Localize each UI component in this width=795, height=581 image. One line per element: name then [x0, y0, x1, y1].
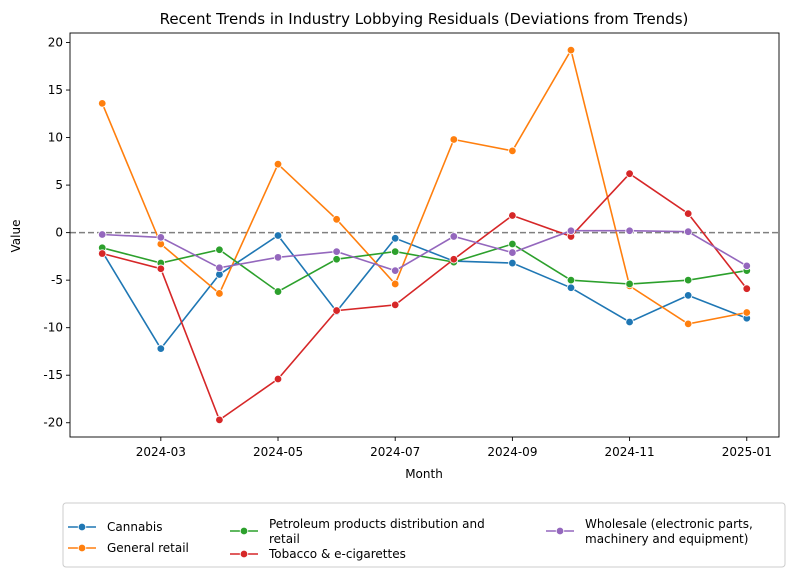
series-0 [98, 231, 751, 353]
y-axis-label: Value [9, 220, 23, 253]
legend-entry-1: General retail [68, 541, 189, 555]
series-line [101, 243, 747, 293]
x-tick-label: 2024-03 [136, 445, 186, 459]
data-point [391, 234, 400, 243]
y-tick-label: 5 [55, 178, 63, 192]
data-point [215, 245, 224, 254]
series-line [101, 172, 748, 422]
axes: -20 -15 -10 -5 0 5 10 15 20 2024-03 2024-05 2024-07… [43, 32, 780, 459]
legend-label: General retail [107, 541, 189, 555]
legend-entry-2: Petroleum products distribution and retai… [230, 517, 485, 546]
legend: Cannabis General retail Petroleum products… [62, 502, 786, 568]
plot-area [70, 45, 779, 425]
data-point [98, 99, 107, 108]
data-point [215, 263, 224, 272]
data-point [156, 233, 166, 242]
y-tick-label: 15 [48, 83, 63, 97]
data-point [332, 255, 341, 264]
data-point [449, 255, 458, 264]
data-point [98, 249, 107, 258]
chart-title: Recent Trends in Industry Lobbying Resid… [160, 10, 689, 28]
data-point [391, 279, 400, 289]
data-point [391, 266, 400, 275]
data-point [273, 287, 283, 296]
y-tick-label: 10 [48, 131, 63, 145]
legend-entry-3: Tobacco & e-cigarettes [230, 547, 406, 561]
data-point [332, 306, 341, 315]
data-point [508, 258, 517, 268]
data-point [742, 284, 751, 293]
x-tick-label: 2024-07 [370, 445, 420, 459]
y-tick-label: 20 [48, 36, 63, 50]
data-point [449, 232, 458, 241]
data-point [273, 159, 283, 169]
data-point [215, 289, 224, 298]
y-tick-label: -15 [43, 368, 63, 382]
series-line [102, 229, 748, 272]
data-point [508, 239, 517, 249]
legend-marker [77, 543, 87, 553]
data-point [683, 209, 693, 218]
data-point [742, 261, 751, 271]
data-point [215, 415, 224, 425]
data-point [273, 374, 283, 384]
series-2 [98, 239, 751, 296]
data-point [332, 215, 341, 224]
data-point [742, 308, 751, 317]
data-point [566, 275, 576, 285]
data-point [156, 264, 166, 273]
data-point [566, 226, 576, 235]
data-point [391, 247, 400, 256]
series-1 [98, 45, 751, 329]
data-point [508, 211, 517, 220]
x-axis-label: Month [405, 467, 443, 481]
data-point [625, 279, 634, 289]
series-line [101, 47, 747, 325]
data-point [273, 231, 283, 240]
x-tick-label: 2024-11 [605, 445, 655, 459]
y-tick-label: -5 [51, 273, 63, 287]
x-tick-label: 2024-09 [487, 445, 537, 459]
data-point [683, 275, 693, 285]
data-point [683, 227, 693, 236]
x-tick-label: 2025-01 [722, 445, 772, 459]
x-tick-label: 2024-05 [253, 445, 303, 459]
legend-marker [77, 522, 87, 532]
data-point [566, 45, 576, 55]
data-point [98, 230, 107, 239]
legend-entry-4: Wholesale (electronic parts, machinery an… [546, 517, 753, 546]
y-tick-label: -20 [43, 416, 63, 430]
legend-label: Tobacco & e-cigarettes [268, 547, 406, 561]
data-point [273, 253, 283, 262]
plot-frame [69, 32, 780, 438]
y-tick-label: -10 [43, 321, 63, 335]
y-tick-label: 0 [55, 226, 63, 240]
series-4 [98, 226, 751, 275]
legend-marker [555, 526, 565, 536]
data-point [391, 300, 400, 310]
legend-label: Wholesale (electronic parts, machinery an… [585, 517, 753, 546]
series-line [101, 234, 748, 351]
data-point [508, 248, 517, 257]
data-point [566, 283, 576, 292]
data-point [156, 344, 166, 353]
legend-label: Cannabis [107, 520, 163, 534]
data-point [683, 291, 693, 300]
legend-label: Petroleum products distribution and retai… [269, 517, 485, 546]
legend-marker [239, 549, 249, 559]
data-point [508, 146, 517, 156]
data-point [332, 247, 341, 256]
data-point [625, 169, 634, 178]
data-point [625, 226, 634, 235]
data-point [449, 135, 458, 144]
series-3 [98, 169, 751, 425]
legend-marker [239, 526, 249, 536]
data-point [625, 317, 634, 327]
legend-entry-0: Cannabis [68, 520, 163, 534]
data-point [683, 319, 693, 329]
